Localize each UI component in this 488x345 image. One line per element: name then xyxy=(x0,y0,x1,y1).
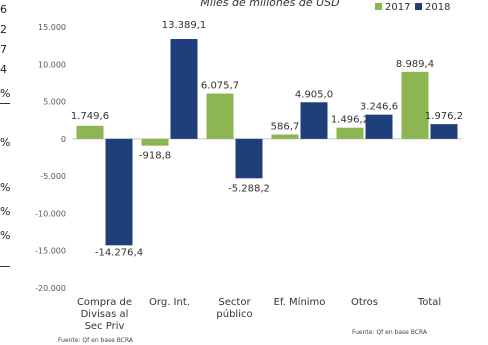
left-edge-fragment: % xyxy=(0,136,11,149)
data-label-2017-3: 586,7 xyxy=(271,121,300,132)
category-label: Ef. Mínimo xyxy=(274,296,326,308)
left-edge-fragment: 7 xyxy=(0,43,7,56)
category-label: Org. Int. xyxy=(149,297,190,308)
data-label-2018-3: 4.905,0 xyxy=(295,89,333,100)
y-tick-label: -20.000 xyxy=(35,284,66,293)
category-label: Sec Priv xyxy=(85,321,125,332)
y-tick-label: 10.000 xyxy=(38,60,66,69)
data-label-2017-4: 1.496,2 xyxy=(331,115,369,126)
legend-label-2018: 2018 xyxy=(425,2,450,13)
data-label-2017-5: 8.989,4 xyxy=(396,59,434,70)
bar-2017-3 xyxy=(271,134,299,139)
data-label-2018-1: 13.389,1 xyxy=(162,20,207,31)
category-label: Divisas al xyxy=(81,309,129,320)
left-edge-rule xyxy=(0,266,10,267)
y-tick-label: -5.000 xyxy=(40,172,66,181)
chart-source-left: Fuente: Qf en base BCRA xyxy=(58,337,134,344)
y-tick-label: 0 xyxy=(61,135,66,144)
bar-2018-3 xyxy=(300,102,328,139)
bar-2018-5 xyxy=(430,124,458,139)
y-axis: 15.000 10.000 5.000 0 -5.000 -10.000 -15.000 -2… xyxy=(35,23,462,293)
legend-label-2017: 2017 xyxy=(385,2,410,13)
data-label-2018-4: 3.246,6 xyxy=(360,102,398,113)
bar-2017-0 xyxy=(76,125,104,139)
left-edge-fragment: % xyxy=(0,87,11,100)
bar-2017-4 xyxy=(336,127,364,139)
bar-2018-0 xyxy=(105,138,133,246)
y-tick-label: 15.000 xyxy=(38,23,66,32)
left-edge-fragment: 2 xyxy=(0,23,7,36)
data-label-2018-5: 1.976,2 xyxy=(425,111,463,122)
data-label-2018-2: -5.288,2 xyxy=(228,183,270,194)
data-label-2018-0: -14.276,4 xyxy=(95,247,143,258)
bar-2017-2 xyxy=(206,93,234,139)
category-label: Compra de xyxy=(77,297,132,308)
y-tick-label: 5.000 xyxy=(43,98,66,107)
bar-2017-5 xyxy=(401,71,429,139)
legend-swatch-2018 xyxy=(415,3,422,10)
left-edge-fragment: % xyxy=(0,229,11,242)
category-label: Sector xyxy=(218,297,251,308)
category-label: Otros xyxy=(351,297,378,308)
left-edge-fragment: % xyxy=(0,181,11,194)
bar-2018-2 xyxy=(235,138,263,179)
legend: 2017 2018 xyxy=(375,2,450,13)
bars: 1.749,6 -14.276,4 -918,8 13.389,1 6.075,7 -5.… xyxy=(71,20,463,258)
bar-2018-4 xyxy=(365,114,393,139)
left-edge-rule xyxy=(0,103,10,104)
data-label-2017-0: 1.749,6 xyxy=(71,111,109,122)
bar-2017-1 xyxy=(141,138,169,146)
chart-source-right: Fuente: Qf en base BCRA xyxy=(352,329,428,336)
left-edge-fragment: 6 xyxy=(0,3,7,16)
left-edge-fragment: 4 xyxy=(0,63,7,76)
data-label-2017-1: -918,8 xyxy=(139,151,171,162)
category-label: público xyxy=(216,308,252,320)
bar-2018-1 xyxy=(170,39,198,139)
y-tick-label: -10.000 xyxy=(35,209,66,218)
left-edge-fragment: % xyxy=(0,205,11,218)
data-label-2017-2: 6.075,7 xyxy=(201,81,239,92)
legend-swatch-2017 xyxy=(375,3,382,10)
category-label: Total xyxy=(417,297,441,308)
y-tick-label: -15.000 xyxy=(35,247,66,256)
chart-title: Miles de millones de USD xyxy=(200,0,339,9)
